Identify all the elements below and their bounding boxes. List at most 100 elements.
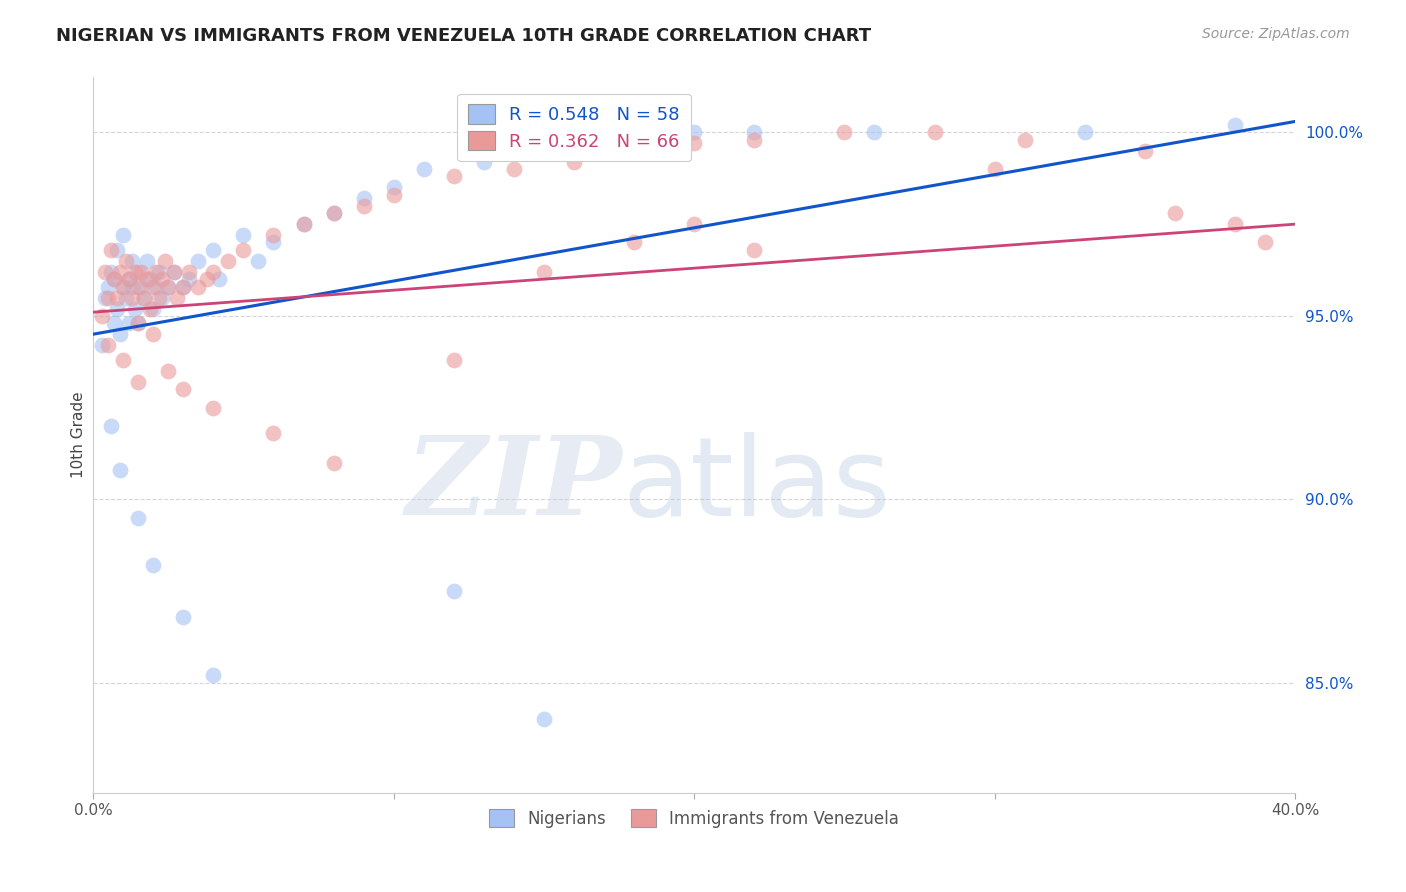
Point	[124, 265, 146, 279]
Point	[145, 279, 167, 293]
Point	[112, 352, 135, 367]
Text: NIGERIAN VS IMMIGRANTS FROM VENEZUELA 10TH GRADE CORRELATION CHART: NIGERIAN VS IMMIGRANTS FROM VENEZUELA 10…	[56, 27, 872, 45]
Point	[129, 279, 152, 293]
Point	[142, 279, 165, 293]
Point	[533, 712, 555, 726]
Point	[863, 125, 886, 139]
Point	[443, 583, 465, 598]
Point	[502, 162, 524, 177]
Point	[202, 668, 225, 682]
Point	[172, 382, 194, 396]
Point	[157, 279, 180, 293]
Point	[202, 401, 225, 415]
Point	[127, 375, 149, 389]
Point	[208, 272, 231, 286]
Point	[382, 187, 405, 202]
Point	[127, 265, 149, 279]
Point	[742, 243, 765, 257]
Point	[105, 243, 128, 257]
Point	[322, 206, 344, 220]
Point	[157, 364, 180, 378]
Point	[742, 133, 765, 147]
Point	[136, 272, 159, 286]
Point	[1164, 206, 1187, 220]
Point	[179, 265, 201, 279]
Point	[127, 316, 149, 330]
Point	[139, 272, 162, 286]
Point	[232, 243, 254, 257]
Point	[683, 136, 706, 151]
Point	[623, 144, 645, 158]
Point	[1014, 133, 1036, 147]
Point	[100, 265, 122, 279]
Point	[593, 133, 616, 147]
Point	[263, 228, 285, 243]
Point	[97, 279, 120, 293]
Point	[382, 180, 405, 194]
Point	[412, 162, 434, 177]
Point	[562, 154, 585, 169]
Point	[136, 253, 159, 268]
Point	[110, 265, 132, 279]
Point	[683, 125, 706, 139]
Point	[105, 301, 128, 316]
Point	[124, 301, 146, 316]
Point	[142, 301, 165, 316]
Point	[112, 279, 135, 293]
Point	[129, 265, 152, 279]
Point	[1254, 235, 1277, 250]
Point	[121, 253, 143, 268]
Point	[924, 125, 946, 139]
Point	[148, 265, 170, 279]
Point	[110, 463, 132, 477]
Point	[112, 279, 135, 293]
Point	[263, 235, 285, 250]
Point	[983, 162, 1005, 177]
Point	[103, 316, 125, 330]
Legend: Nigerians, Immigrants from Venezuela: Nigerians, Immigrants from Venezuela	[482, 803, 905, 834]
Point	[443, 352, 465, 367]
Point	[533, 265, 555, 279]
Point	[115, 291, 138, 305]
Point	[322, 206, 344, 220]
Text: Source: ZipAtlas.com: Source: ZipAtlas.com	[1202, 27, 1350, 41]
Point	[172, 609, 194, 624]
Point	[443, 169, 465, 184]
Point	[187, 253, 209, 268]
Point	[97, 338, 120, 352]
Point	[127, 510, 149, 524]
Point	[353, 199, 375, 213]
Point	[121, 279, 143, 293]
Point	[139, 301, 162, 316]
Point	[127, 316, 149, 330]
Point	[202, 243, 225, 257]
Point	[142, 327, 165, 342]
Point	[247, 253, 270, 268]
Point	[94, 265, 117, 279]
Point	[263, 426, 285, 441]
Point	[623, 235, 645, 250]
Point	[533, 144, 555, 158]
Point	[232, 228, 254, 243]
Point	[322, 456, 344, 470]
Point	[145, 265, 167, 279]
Point	[91, 309, 114, 323]
Point	[683, 217, 706, 231]
Point	[121, 291, 143, 305]
Text: atlas: atlas	[621, 432, 890, 539]
Point	[1223, 217, 1246, 231]
Point	[150, 291, 173, 305]
Point	[103, 272, 125, 286]
Point	[353, 192, 375, 206]
Point	[105, 291, 128, 305]
Point	[472, 154, 495, 169]
Point	[292, 217, 315, 231]
Point	[187, 279, 209, 293]
Point	[97, 291, 120, 305]
Point	[148, 291, 170, 305]
Point	[155, 253, 177, 268]
Point	[157, 279, 180, 293]
Point	[103, 272, 125, 286]
Point	[1133, 144, 1156, 158]
Point	[163, 265, 186, 279]
